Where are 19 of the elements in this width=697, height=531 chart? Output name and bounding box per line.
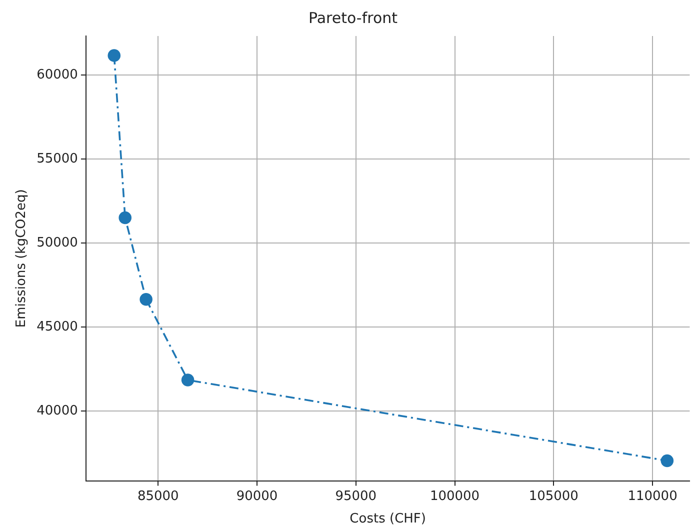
x-axis-title: Costs (CHF): [350, 512, 426, 527]
y-tick-label: 55000: [36, 151, 78, 166]
x-tick-label: 90000: [236, 488, 278, 504]
point: [118, 211, 132, 224]
chart-title: Pareto-front: [308, 8, 398, 27]
y-tick-label: 45000: [36, 319, 78, 334]
y-tick-label: 50000: [36, 235, 78, 250]
point: [140, 292, 152, 306]
x-tick-label: 105000: [528, 488, 578, 504]
point: [108, 49, 121, 62]
x-tick-label: 85000: [137, 488, 179, 504]
x-tick-label: 100000: [430, 488, 480, 504]
point: [660, 454, 674, 468]
x-tick-label: 110000: [628, 488, 678, 504]
point: [181, 374, 194, 386]
y-tick-label: 40000: [36, 403, 78, 418]
x-tick-label: 95000: [335, 488, 377, 504]
y-tick-label: 60000: [36, 67, 78, 82]
y-axis-title: Emissions (kgCO2eq): [14, 189, 30, 328]
